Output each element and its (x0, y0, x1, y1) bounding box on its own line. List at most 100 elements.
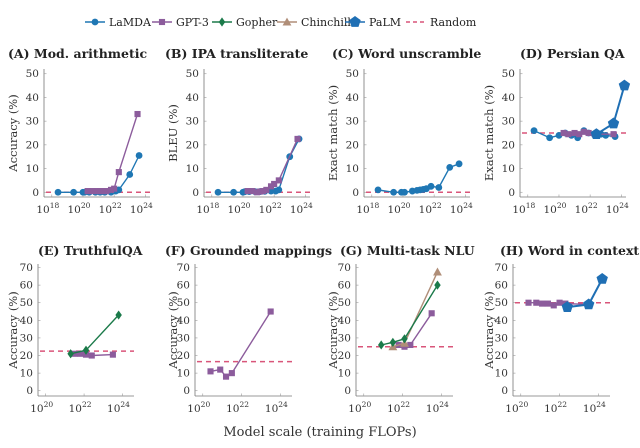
y-tick-label: 30 (346, 116, 359, 128)
legend: LaMDA GPT-3 Gopher Chinchilla PaLM Random (85, 16, 477, 29)
series-lamda (214, 135, 303, 196)
y-axis-label: Exact match (%) (482, 85, 496, 181)
x-tick-label: 1022 (226, 400, 249, 415)
data-point (84, 188, 91, 195)
x-tick-exponent: 22 (112, 201, 122, 210)
y-tick-label: 60 (495, 280, 508, 292)
data-point (433, 267, 442, 276)
data-point (126, 171, 134, 178)
x-tick-exponent: 18 (210, 201, 220, 210)
data-point (401, 188, 408, 196)
x-tick-label: 1022 (575, 201, 598, 216)
series-gopher (377, 280, 441, 350)
x-tick-exponent: 24 (463, 201, 473, 210)
panel-title: (E) TruthfulQA (38, 243, 143, 258)
y-tick-label: 0 (501, 385, 508, 397)
legend-label: PaLM (369, 16, 401, 29)
legend-item-gpt-3: GPT-3 (152, 16, 209, 29)
y-tick-label: 50 (338, 297, 351, 309)
data-point (267, 308, 274, 315)
panel-title: (G) Multi-task NLU (340, 243, 475, 258)
data-point (455, 160, 463, 168)
x-tick-exponent: 20 (557, 201, 567, 210)
x-tick-exponent: 22 (82, 400, 92, 409)
x-tick-label: 1018 (512, 201, 535, 216)
data-point (93, 188, 101, 195)
data-point (115, 310, 122, 320)
y-tick-label: 20 (338, 350, 351, 362)
y-tick-label: 20 (177, 350, 190, 362)
legend-item-lamda: LaMDA (85, 16, 152, 29)
legend-label: Chinchilla (301, 16, 358, 29)
series-line (381, 284, 439, 346)
y-tick-label: 70 (177, 262, 190, 274)
x-tick-label: 1022 (69, 400, 92, 415)
series-gpt-3 (244, 135, 301, 196)
y-axis-label: Accuracy (%) (166, 291, 180, 369)
x-tick-label: 1022 (387, 400, 410, 415)
data-point (214, 188, 222, 196)
series-palm (590, 79, 631, 139)
data-point (249, 188, 256, 195)
x-tick-label: 1018 (196, 201, 219, 216)
x-tick-exponent: 20 (401, 201, 411, 210)
legend-item-random: Random (406, 16, 477, 29)
y-axis-label: Accuracy (%) (6, 94, 20, 172)
series-gpt-3 (525, 299, 592, 309)
y-tick-label: 0 (26, 385, 33, 397)
data-point (407, 341, 414, 349)
x-tick-label: 1020 (388, 201, 411, 216)
data-point (100, 188, 107, 195)
series-line (392, 271, 439, 348)
data-point (610, 131, 617, 138)
legend-item-palm: PaLM (345, 16, 401, 29)
data-point (207, 368, 214, 375)
x-tick-label: 1024 (107, 400, 130, 415)
x-tick-exponent: 22 (239, 400, 249, 409)
x-tick-label: 1020 (505, 400, 528, 415)
data-point (222, 373, 230, 380)
data-point (530, 127, 538, 135)
data-point (561, 301, 573, 312)
data-point (539, 300, 546, 307)
x-tick-label: 1022 (544, 400, 567, 415)
data-point (565, 131, 572, 138)
y-axis-label: Accuracy (%) (482, 291, 496, 369)
x-tick-exponent: 24 (120, 400, 130, 409)
legend-label: LaMDA (109, 16, 152, 29)
y-tick-label: 20 (502, 139, 515, 151)
x-tick-exponent: 22 (432, 201, 442, 210)
y-tick-label: 40 (26, 92, 39, 104)
data-point (435, 184, 443, 191)
data-point (533, 299, 540, 306)
y-tick-label: 30 (495, 332, 508, 344)
data-point (107, 186, 115, 193)
data-point (275, 186, 283, 194)
series-palm (561, 273, 608, 312)
data-point (77, 350, 84, 357)
y-tick-label: 10 (346, 163, 359, 175)
x-tick-label: 1024 (426, 400, 449, 415)
data-point (230, 188, 238, 196)
data-point (134, 110, 141, 118)
data-point (401, 334, 408, 344)
x-tick-exponent: 24 (278, 400, 288, 409)
y-tick-label: 0 (344, 385, 351, 397)
y-tick-label: 50 (177, 297, 190, 309)
data-point (607, 117, 620, 129)
x-tick-exponent: 20 (81, 201, 91, 210)
series-line (87, 113, 139, 192)
data-point (257, 188, 264, 195)
x-tick-exponent: 22 (400, 400, 410, 409)
data-point (275, 177, 282, 184)
y-tick-label: 40 (177, 315, 190, 327)
y-tick-label: 30 (177, 332, 190, 344)
data-point (434, 280, 441, 290)
y-tick-label: 0 (192, 187, 199, 199)
data-point (374, 186, 382, 194)
data-point (580, 128, 587, 135)
